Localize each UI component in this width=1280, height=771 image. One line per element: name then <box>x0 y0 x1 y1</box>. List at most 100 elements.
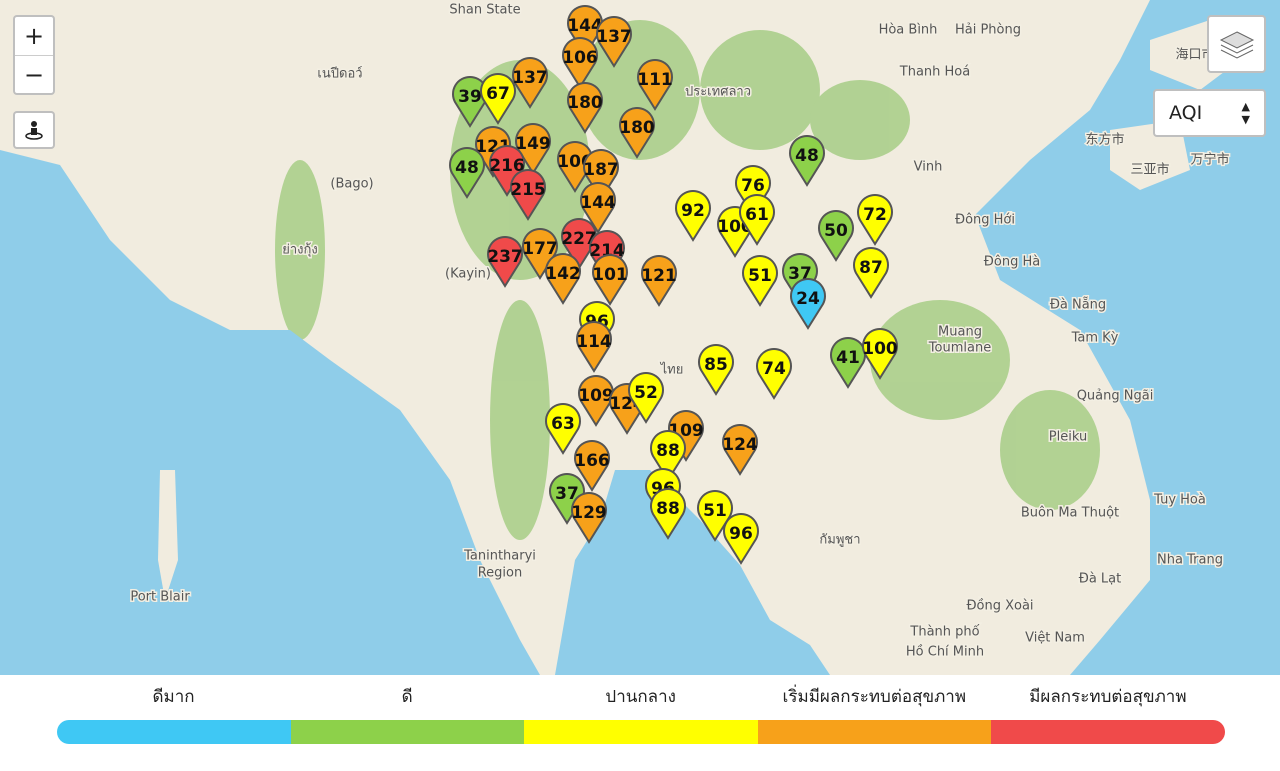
aqi-marker[interactable]: 142 <box>545 253 581 305</box>
legend-label: ปานกลาง <box>605 687 676 707</box>
marker-pin <box>489 145 525 197</box>
marker-pin <box>742 255 778 307</box>
aqi-marker[interactable]: 144 <box>580 182 616 234</box>
aqi-marker[interactable]: 39 <box>452 76 488 128</box>
marker-value: 101 <box>592 265 628 285</box>
sea <box>0 0 1280 675</box>
map[interactable]: Shan State Hòa Bình Hải Phòng Thanh Hoá ประเ… <box>0 0 1280 675</box>
legend-label: ดีมาก <box>152 687 195 707</box>
aqi-marker[interactable]: 180 <box>619 107 655 159</box>
marker-pin <box>675 190 711 242</box>
marker-value: 121 <box>641 266 677 286</box>
marker-value: 48 <box>455 158 479 178</box>
aqi-marker[interactable]: 88 <box>650 430 686 482</box>
place-label: Đà Lạt <box>1079 572 1121 587</box>
marker-pin <box>576 321 612 373</box>
locate-icon <box>25 121 43 140</box>
marker-pin <box>449 147 485 199</box>
marker-value: 177 <box>522 239 558 259</box>
marker-value: 61 <box>745 205 769 225</box>
aqi-marker[interactable]: 48 <box>449 147 485 199</box>
aqi-marker[interactable]: 166 <box>574 440 610 492</box>
aqi-marker[interactable]: 92 <box>675 190 711 242</box>
marker-pin <box>574 440 610 492</box>
aqi-marker[interactable]: 106 <box>562 37 598 89</box>
marker-pin <box>830 337 866 389</box>
marker-value: 48 <box>795 146 819 166</box>
aqi-marker[interactable]: 187 <box>583 149 619 201</box>
aqi-marker[interactable]: 87 <box>853 247 889 299</box>
aqi-marker[interactable]: 137 <box>512 57 548 109</box>
zoom-in[interactable]: + <box>15 17 53 56</box>
marker-pin <box>790 278 826 330</box>
aqi-marker[interactable]: 144 <box>567 5 603 57</box>
layers-icon <box>1219 31 1254 59</box>
place-label: Tanintharyi <box>463 549 536 564</box>
aqi-marker[interactable]: 85 <box>698 344 734 396</box>
aqi-marker[interactable]: 51 <box>697 490 733 542</box>
marker-value: 39 <box>458 87 482 107</box>
aqi-marker[interactable]: 109 <box>578 375 614 427</box>
marker-value: 85 <box>704 355 728 375</box>
aqi-marker[interactable]: 63 <box>545 403 581 455</box>
place-label: Muang <box>938 325 982 340</box>
place-label: Đồng Xoài <box>966 599 1033 614</box>
aqi-marker[interactable]: 121 <box>641 255 677 307</box>
select-text: AQI <box>1169 102 1203 124</box>
legend-bar <box>57 720 1225 744</box>
marker-pin <box>641 255 677 307</box>
aqi-marker[interactable]: 114 <box>576 321 612 373</box>
aqi-marker[interactable]: 72 <box>857 194 893 246</box>
aqi-marker[interactable]: 74 <box>756 348 792 400</box>
aqi-select[interactable]: AQI ▲ ▼ <box>1153 89 1266 137</box>
aqi-marker[interactable]: 100 <box>862 328 898 380</box>
marker-value: 180 <box>567 93 603 113</box>
aqi-marker[interactable]: 216 <box>489 145 525 197</box>
marker-value: 51 <box>703 501 727 521</box>
aqi-marker[interactable]: 52 <box>628 372 664 424</box>
legend-swatch <box>57 720 291 744</box>
aqi-marker[interactable]: 137 <box>596 16 632 68</box>
aqi-marker[interactable]: 48 <box>789 135 825 187</box>
place-label: Region <box>478 566 523 581</box>
marker-pin <box>510 169 546 221</box>
marker-pin <box>739 194 775 246</box>
aqi-marker[interactable]: 124 <box>722 424 758 476</box>
aqi-marker[interactable]: 50 <box>818 210 854 262</box>
aqi-marker[interactable]: 41 <box>830 337 866 389</box>
aqi-marker[interactable]: 129 <box>571 492 607 544</box>
aqi-marker[interactable]: 149 <box>515 123 551 175</box>
aqi-marker[interactable]: 177 <box>522 228 558 280</box>
aqi-marker[interactable]: 76 <box>735 165 771 217</box>
aqi-marker[interactable]: 101 <box>592 254 628 306</box>
aqi-marker[interactable]: 37 <box>549 473 585 525</box>
marker-value: 111 <box>637 70 673 90</box>
marker-value: 187 <box>583 160 619 180</box>
marker-value: 72 <box>863 205 887 225</box>
aqi-marker[interactable]: 111 <box>637 59 673 111</box>
marker-pin <box>853 247 889 299</box>
marker-value: 52 <box>634 383 658 403</box>
zoom-out[interactable]: − <box>23 60 45 89</box>
marker-pin <box>698 344 734 396</box>
marker-pin <box>619 107 655 159</box>
aqi-marker[interactable]: 51 <box>742 255 778 307</box>
marker-value: 216 <box>489 156 525 176</box>
islands <box>158 470 178 600</box>
aqi-marker[interactable]: 61 <box>739 194 775 246</box>
place-label: Tam Kỳ <box>1071 331 1119 346</box>
aqi-marker[interactable]: 180 <box>567 82 603 134</box>
marker-pin <box>596 16 632 68</box>
marker-value: 114 <box>576 332 612 352</box>
aqi-marker[interactable]: 215 <box>510 169 546 221</box>
locate-button[interactable] <box>13 111 55 149</box>
place-label: 三亚市 <box>1130 162 1169 178</box>
marker-pin <box>668 410 704 462</box>
aqi-marker[interactable]: 67 <box>480 73 516 125</box>
layers-button[interactable] <box>1207 15 1266 73</box>
aqi-marker[interactable]: 88 <box>650 488 686 540</box>
aqi-marker[interactable]: 237 <box>487 236 523 288</box>
aqi-marker[interactable]: 24 <box>790 278 826 330</box>
aqi-marker[interactable]: 96 <box>723 513 759 565</box>
